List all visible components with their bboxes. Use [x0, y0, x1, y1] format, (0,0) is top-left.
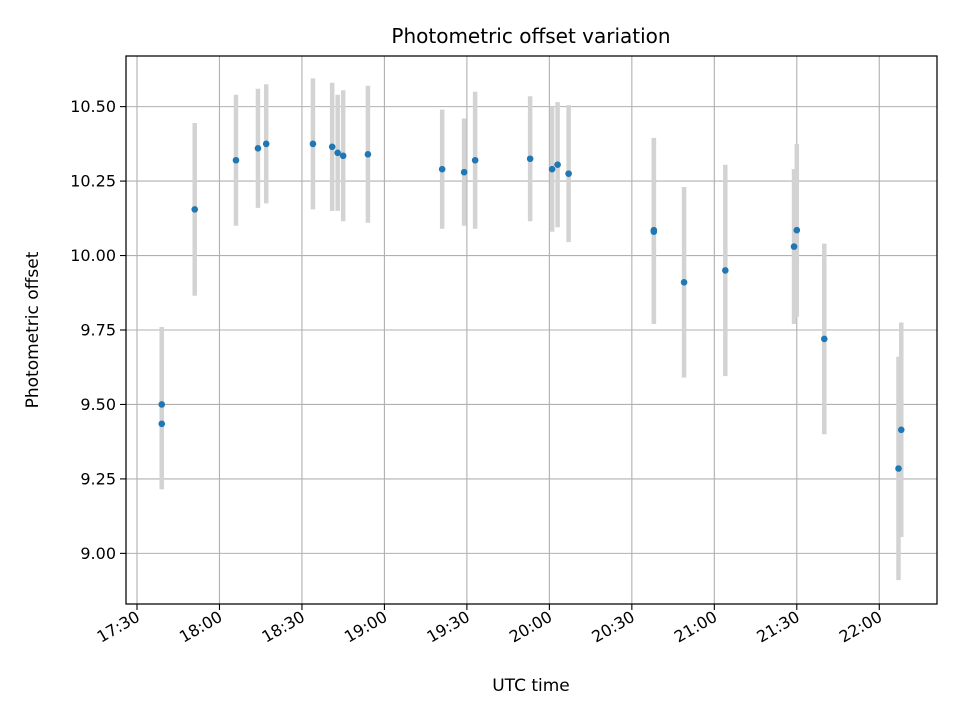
data-point — [548, 165, 556, 173]
data-point — [793, 226, 801, 234]
y-axis-ticks: 9.00 9.25 9.50 9.75 10.00 10.25 10.50 — [70, 97, 126, 563]
y-tick-label: 9.25 — [80, 469, 116, 488]
grid-lines — [126, 56, 937, 604]
data-point — [526, 155, 534, 163]
data-point — [191, 206, 199, 213]
y-tick-label: 9.75 — [80, 321, 116, 340]
data-point — [254, 145, 262, 152]
data-point — [232, 156, 240, 164]
data-point — [334, 149, 341, 157]
data-point — [650, 228, 658, 236]
data-point — [565, 170, 572, 177]
data-point — [895, 465, 902, 472]
data-point — [790, 243, 798, 250]
data-point — [438, 165, 446, 173]
y-tick-label: 9.50 — [80, 395, 116, 414]
x-axis-title: UTC time — [492, 676, 570, 696]
data-point — [158, 420, 166, 428]
data-point — [309, 140, 317, 148]
chart-title: Photometric offset variation — [391, 24, 670, 48]
data-point — [820, 335, 828, 343]
data-point — [554, 161, 561, 169]
y-tick-label: 9.00 — [80, 544, 116, 563]
data-point — [460, 168, 468, 176]
data-point — [471, 156, 479, 164]
data-point — [158, 401, 166, 408]
data-point — [339, 152, 347, 160]
data-point — [262, 140, 270, 148]
data-points — [158, 140, 905, 472]
data-point — [680, 279, 688, 286]
data-point — [722, 267, 729, 274]
data-point — [328, 143, 336, 151]
y-tick-label: 10.25 — [70, 172, 116, 191]
data-point — [897, 426, 905, 434]
y-tick-label: 10.00 — [70, 246, 116, 265]
y-axis-title: Photometric offset — [23, 251, 43, 408]
y-tick-label: 10.50 — [70, 97, 116, 116]
data-point — [364, 150, 372, 158]
